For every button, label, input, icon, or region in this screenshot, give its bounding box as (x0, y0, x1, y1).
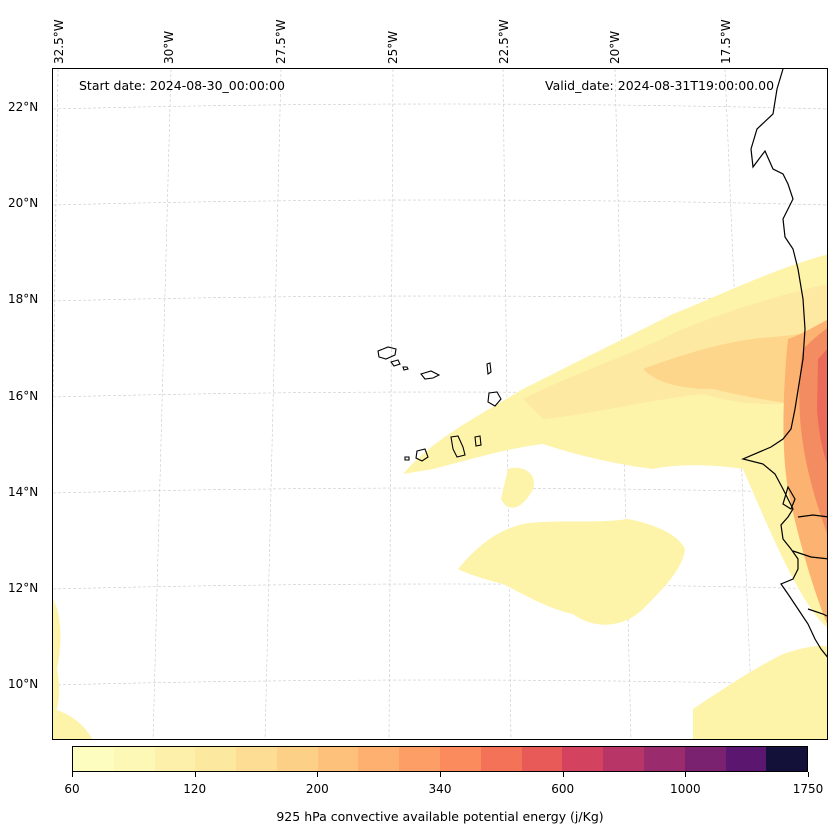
coast-detail-1 (782, 485, 796, 510)
longitude-label: 20°W (608, 30, 622, 64)
colorbar-tick (808, 772, 809, 777)
cape-south-blob (458, 519, 685, 625)
colorbar-tick (72, 772, 73, 777)
island-sal (486, 362, 492, 375)
latitude-label: 18°N (8, 292, 39, 306)
map-canvas (53, 69, 827, 739)
longitude-label: 27.5°W (274, 19, 288, 64)
colorbar-tick (194, 772, 196, 777)
latitude-label: 14°N (8, 485, 39, 499)
colorbar-segment (440, 747, 481, 771)
colorbar-tick-label: 60 (64, 782, 80, 796)
latitude-label: 22°N (8, 100, 39, 114)
colorbar-tick (562, 772, 564, 777)
colorbar-segment (276, 747, 318, 771)
cape-field (53, 254, 827, 739)
colorbar-segment (521, 747, 563, 771)
colorbar-segment (603, 747, 644, 771)
colorbar-segment (480, 747, 522, 771)
colorbar-tick-label: 340 (428, 782, 452, 796)
colorbar-tick-label: 1750 (792, 782, 824, 796)
colorbar-tick (317, 772, 319, 777)
cape-bottom-left (53, 709, 92, 739)
island-sao-vicente (390, 359, 401, 367)
colorbar-segment (73, 747, 114, 771)
map-panel (52, 68, 828, 740)
coast-detail-2 (797, 514, 827, 518)
colorbar-tick-label: 600 (551, 782, 575, 796)
africa-coastline (741, 69, 827, 658)
colorbar-segment (236, 747, 277, 771)
island-santo-antao (377, 346, 397, 360)
valid-date-text: Valid_date: 2024-08-31T19:00:00.00 (545, 78, 775, 93)
colorbar-tick-label: 1000 (670, 782, 701, 796)
island-maio (474, 435, 482, 447)
cape-verde-islands (377, 346, 502, 462)
colorbar-segment (562, 747, 604, 771)
latitude-label: 10°N (8, 677, 39, 691)
latitude-label: 12°N (8, 581, 39, 595)
cape-coast-core (817, 349, 827, 464)
cape-left-edge (53, 599, 61, 719)
colorbar-segment (358, 747, 400, 771)
coastlines (741, 69, 827, 658)
island-boa-vista (487, 391, 502, 407)
colorbar-title: 925 hPa convective available potential e… (276, 809, 604, 824)
cape-band-mid (643, 327, 827, 409)
colorbar-tick (685, 772, 687, 777)
island-sao-nicolau (420, 370, 441, 380)
coast-detail-4 (807, 608, 827, 617)
longitude-label: 22.5°W (497, 19, 511, 64)
latitude-label: 20°N (8, 196, 39, 210)
colorbar-tick (440, 772, 441, 777)
colorbar-segment (154, 747, 196, 771)
longitude-label: 30°W (162, 30, 176, 64)
longitude-label: 32.5°W (52, 19, 66, 64)
island-santa-luzia (402, 366, 409, 371)
island-fogo (415, 448, 429, 462)
colorbar-tick-label: 120 (183, 782, 207, 796)
coast-detail-3 (792, 550, 827, 560)
colorbar-segment (725, 747, 767, 771)
colorbar-segment (113, 747, 155, 771)
island-santiago (450, 435, 466, 458)
cape-south-west (501, 467, 534, 508)
longitude-label: 25°W (386, 30, 400, 64)
colorbar-segment (643, 747, 685, 771)
colorbar (72, 746, 808, 772)
start-date-text: Start date: 2024-08-30_00:00:00 (79, 78, 285, 93)
colorbar-segment (684, 747, 726, 771)
colorbar-tick-label: 200 (305, 782, 329, 796)
colorbar-segment (195, 747, 237, 771)
colorbar-segment (317, 747, 359, 771)
colorbar-segment (399, 747, 441, 771)
colorbar-segment (766, 747, 808, 771)
longitude-label: 17.5°W (719, 19, 733, 64)
cape-lower-right (693, 645, 827, 739)
island-brava (404, 456, 410, 461)
latitude-label: 16°N (8, 389, 39, 403)
